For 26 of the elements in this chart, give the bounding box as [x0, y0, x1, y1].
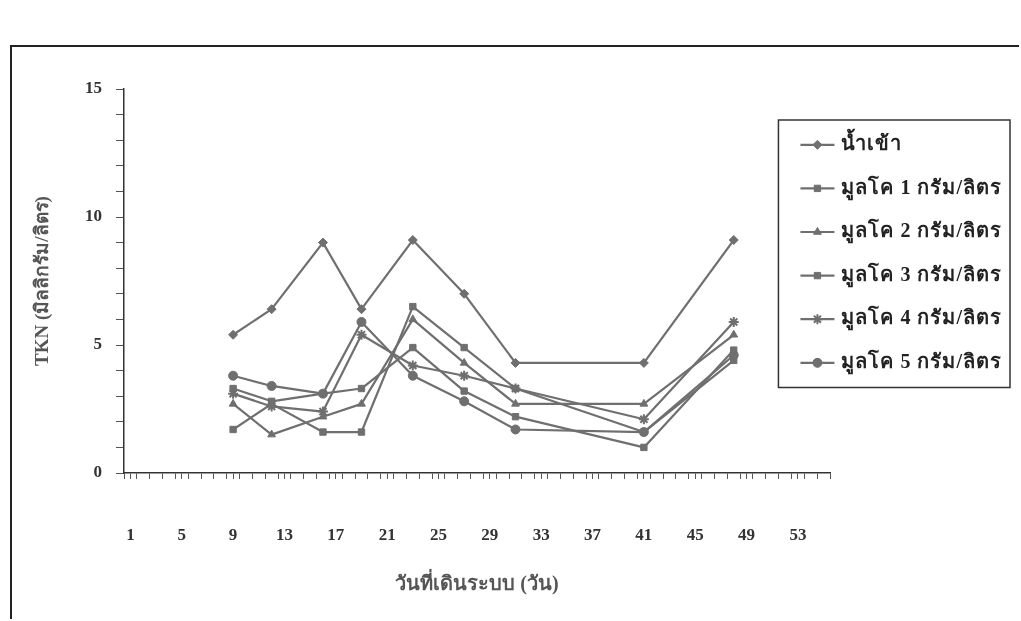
x-tick-label: 25: [429, 524, 447, 544]
legend-label: มูลโค 5 กรัม/ลิตร: [841, 348, 1003, 375]
legend-label: มูลโค 2 กรัม/ลิตร: [841, 218, 1003, 245]
y-axis-title: TKN (มิลลิกรัม/ลิตร): [31, 196, 54, 366]
y-tick-label: 10: [85, 206, 102, 226]
y-tick-label: 5: [93, 334, 102, 354]
x-axis-title: วันที่เดินระบบ (วัน): [395, 568, 559, 596]
y-tick-label: 0: [93, 462, 102, 482]
x-tick-label: 5: [177, 524, 187, 544]
x-tick-label: 17: [327, 524, 345, 544]
x-tick-label: 53: [789, 524, 807, 544]
legend-label: น้ำเข้า: [841, 127, 903, 154]
legend-label: มูลโค 3 กรัม/ลิตร: [841, 261, 1003, 288]
x-tick-label: 13: [275, 524, 293, 544]
y-tick-label: 15: [85, 78, 102, 98]
x-tick-label: 29: [481, 524, 499, 544]
x-tick-label: 41: [635, 524, 653, 544]
x-tick-label: 37: [584, 524, 602, 544]
x-tick-label: 21: [378, 524, 396, 544]
x-tick-label: 49: [738, 524, 756, 544]
x-tick-label: 45: [686, 524, 704, 544]
x-tick-label: 33: [532, 524, 550, 544]
legend-label: มูลโค 4 กรัม/ลิตร: [841, 305, 1003, 332]
x-tick-label: 1: [126, 524, 135, 544]
legend-label: มูลโค 1 กรัม/ลิตร: [841, 174, 1003, 201]
x-tick-label: 9: [228, 524, 238, 544]
